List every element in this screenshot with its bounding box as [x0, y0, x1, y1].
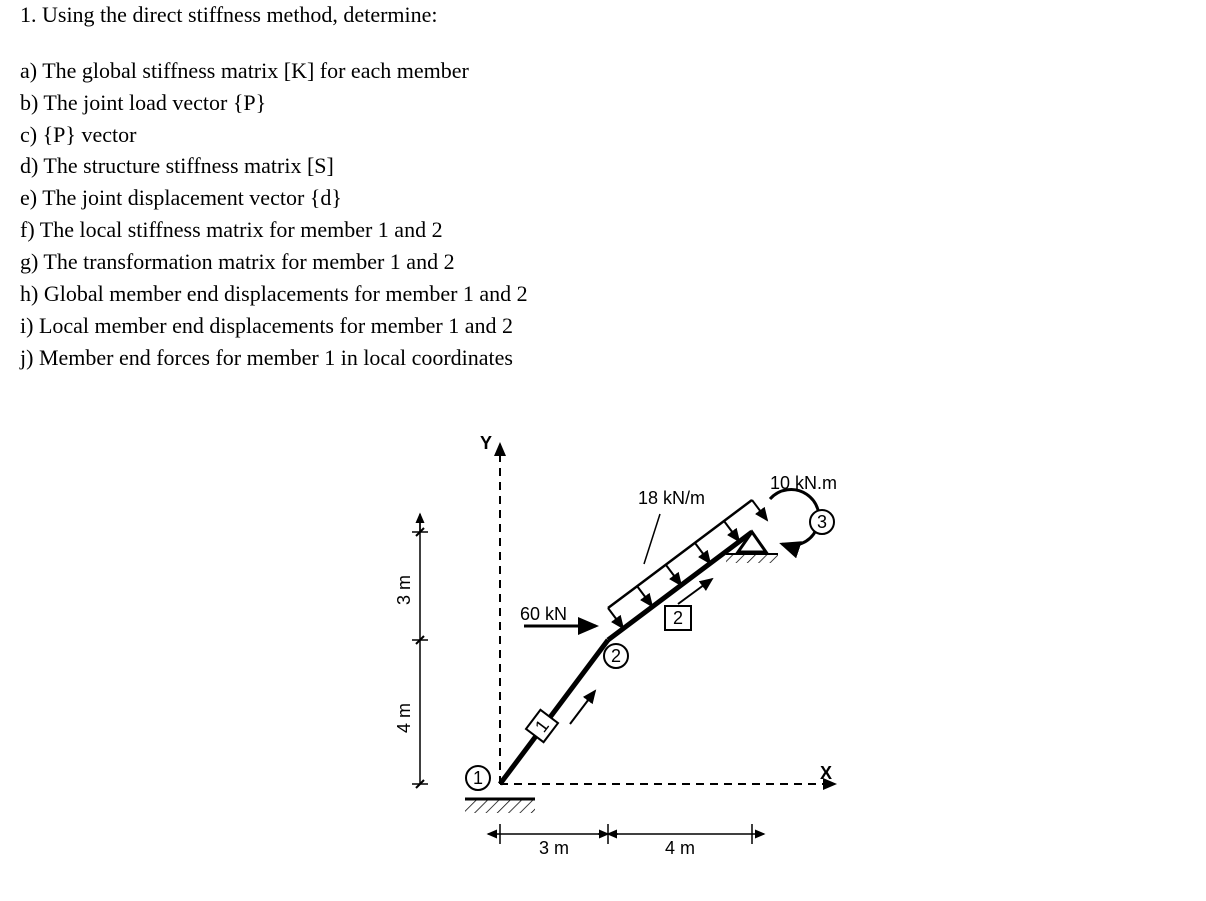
member-1: [500, 640, 608, 784]
node-3: 3: [810, 510, 834, 534]
figure-svg: Y X 1 2: [340, 404, 860, 864]
fixed-support-hatch: [465, 799, 535, 813]
item-b: b) The joint load vector {P}: [20, 87, 1186, 119]
dist-load-leader: [644, 514, 660, 564]
item-h: h) Global member end displacements for m…: [20, 278, 1186, 310]
svg-text:2: 2: [611, 646, 621, 666]
h-dim-left: 3 m: [539, 838, 569, 858]
v-dim-upper: 3 m: [394, 575, 414, 605]
member-1-axis-arrow: [570, 691, 595, 724]
x-axis-label: X: [820, 763, 832, 783]
svg-text:3: 3: [817, 512, 827, 532]
question-intro: 1. Using the direct stiffness method, de…: [20, 0, 1186, 31]
item-j: j) Member end forces for member 1 in loc…: [20, 342, 1186, 374]
v-dim-lower: 4 m: [394, 703, 414, 733]
item-c: c) {P} vector: [20, 119, 1186, 151]
point-load-label: 60 kN: [520, 604, 567, 624]
svg-text:1: 1: [473, 768, 483, 788]
structural-figure: Y X 1 2: [340, 404, 860, 864]
question-list: a) The global stiffness matrix [K] for e…: [20, 55, 1186, 374]
pin-support-hatch: [726, 554, 778, 563]
node-1: 1: [466, 766, 490, 790]
distributed-load-label: 18 kN/m: [638, 488, 705, 508]
y-axis-label: Y: [480, 433, 492, 453]
h-dim-right: 4 m: [665, 838, 695, 858]
item-f: f) The local stiffness matrix for member…: [20, 214, 1186, 246]
node-2: 2: [604, 644, 628, 668]
member-2-label-group: 2: [665, 606, 691, 630]
member-2-label: 2: [673, 608, 683, 628]
item-i: i) Local member end displacements for me…: [20, 310, 1186, 342]
intro-text: 1. Using the direct stiffness method, de…: [20, 2, 438, 27]
item-g: g) The transformation matrix for member …: [20, 246, 1186, 278]
moment-label: 10 kN.m: [770, 473, 837, 493]
item-a: a) The global stiffness matrix [K] for e…: [20, 55, 1186, 87]
item-d: d) The structure stiffness matrix [S]: [20, 150, 1186, 182]
item-e: e) The joint displacement vector {d}: [20, 182, 1186, 214]
